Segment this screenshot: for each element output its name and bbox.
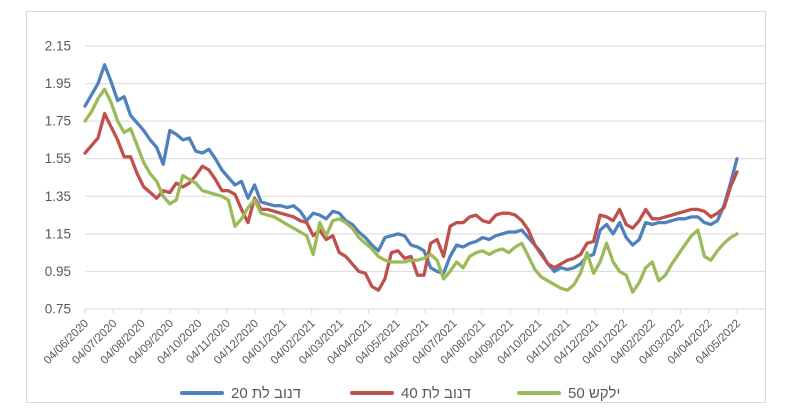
series-line-1 bbox=[83, 111, 739, 292]
legend-line-marker-red bbox=[350, 391, 394, 395]
legend-label-tel-bond-40: 40 תל בונד bbox=[401, 384, 472, 402]
legend-item-tel-bond-20: 20 תל בונד bbox=[180, 383, 301, 403]
chart-legend: 20 תל בונד 40 תל בונד 50 שקלי bbox=[0, 383, 787, 405]
y-axis-tick-label: 0.75 bbox=[45, 302, 71, 317]
y-axis-tick-label: 1.35 bbox=[45, 189, 71, 204]
legend-label-shikli-50: 50 שקלי bbox=[568, 384, 621, 402]
y-axis-tick-label: 1.95 bbox=[45, 76, 71, 91]
legend-line-marker-blue bbox=[180, 391, 224, 395]
legend-item-tel-bond-40: 40 תל בונד bbox=[350, 383, 471, 403]
legend-item-shikli-50: 50 שקלי bbox=[517, 383, 620, 403]
series-line-2 bbox=[83, 87, 739, 294]
y-axis-tick-label: 0.95 bbox=[45, 264, 71, 279]
y-axis-tick-label: 1.55 bbox=[45, 151, 71, 166]
y-axis-tick-label: 1.15 bbox=[45, 226, 71, 241]
legend-line-marker-green bbox=[517, 391, 561, 395]
series-line-0 bbox=[83, 63, 739, 275]
y-axis-tick-label: 1.75 bbox=[45, 114, 71, 129]
y-axis-tick-label: 2.15 bbox=[45, 39, 71, 54]
legend-label-tel-bond-20: 20 תל בונד bbox=[231, 384, 302, 402]
chart-border bbox=[26, 11, 766, 403]
